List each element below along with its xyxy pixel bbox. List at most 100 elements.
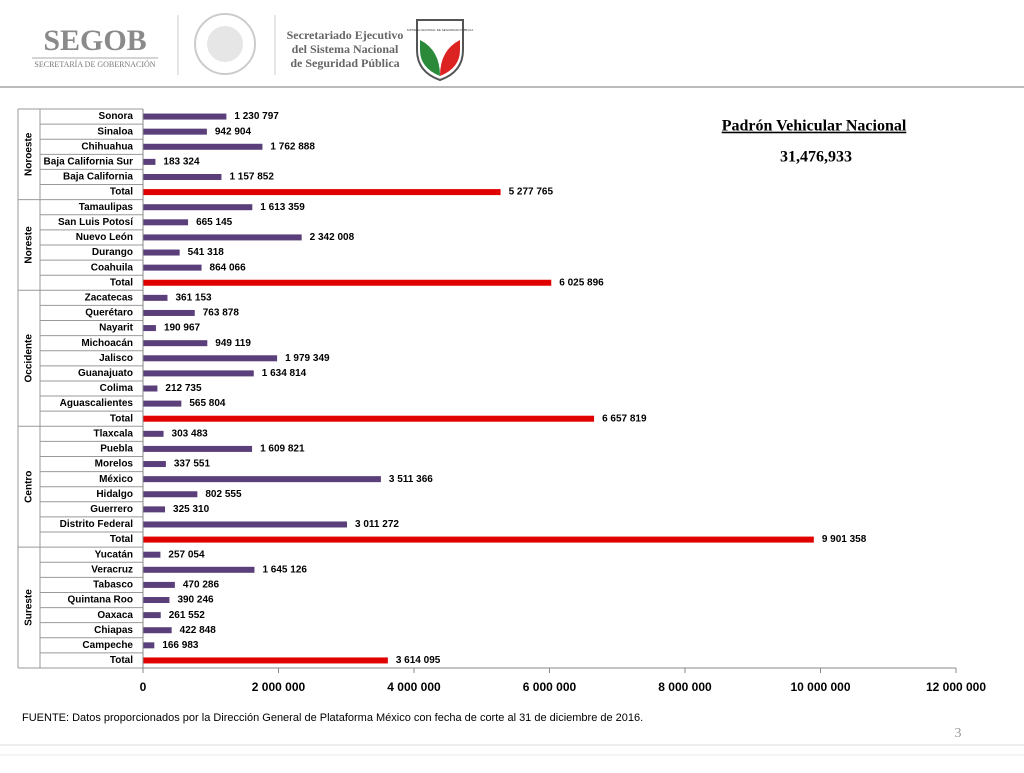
bar <box>143 204 253 211</box>
bar <box>143 400 182 407</box>
category-label: Hidalgo <box>96 489 133 500</box>
value-label: 1 609 821 <box>260 444 305 455</box>
bar <box>143 173 222 180</box>
header-bg <box>0 0 1024 86</box>
bar <box>143 476 381 483</box>
group-label: Occidente <box>24 334 35 383</box>
value-label: 6 025 896 <box>559 277 604 288</box>
value-label: 763 878 <box>203 308 240 319</box>
category-label: Total <box>110 187 133 198</box>
category-label: Yucatán <box>95 549 133 560</box>
value-label: 1 157 852 <box>229 172 274 183</box>
value-label: 949 119 <box>215 338 251 349</box>
category-label: Campeche <box>82 640 133 651</box>
bar <box>143 657 388 664</box>
category-label: Oaxaca <box>97 610 133 621</box>
category-label: Baja California Sur <box>44 157 134 168</box>
page-number: 3 <box>955 726 962 741</box>
value-label: 1 645 126 <box>262 564 307 575</box>
emblem-core <box>207 26 243 62</box>
bar <box>143 355 278 362</box>
value-label: 166 983 <box>162 640 199 651</box>
category-label: Total <box>110 413 133 424</box>
value-label: 2 342 008 <box>310 232 355 243</box>
badge-text: SISTEMA NACIONAL DE SEGURIDAD PÚBLICA <box>407 27 473 32</box>
value-label: 6 657 819 <box>602 413 647 424</box>
x-tick-label: 2 000 000 <box>252 680 306 694</box>
bar <box>143 430 164 437</box>
bar <box>143 461 166 468</box>
bar <box>143 128 207 135</box>
bar <box>143 309 195 316</box>
value-label: 1 634 814 <box>262 368 307 379</box>
bar <box>143 597 170 604</box>
value-label: 261 552 <box>169 610 206 621</box>
category-label: Total <box>110 534 133 545</box>
x-tick-label: 0 <box>140 680 147 694</box>
bar <box>143 279 552 286</box>
bar <box>143 340 208 347</box>
value-label: 361 153 <box>175 292 212 303</box>
bar <box>143 612 161 619</box>
value-label: 3 614 095 <box>396 655 441 666</box>
category-label: Nuevo León <box>76 232 133 243</box>
group-label: Noreste <box>24 226 35 264</box>
category-label: Nayarit <box>99 323 134 334</box>
x-tick-label: 12 000 000 <box>926 680 986 694</box>
category-label: Puebla <box>100 444 133 455</box>
value-label: 257 054 <box>168 549 205 560</box>
category-label: Total <box>110 277 133 288</box>
bar <box>143 551 161 558</box>
badge-red <box>440 40 460 76</box>
total-label: 31,476,933 <box>780 149 852 166</box>
logo: SEGOB <box>43 24 146 57</box>
bar <box>143 219 189 226</box>
value-label: 3 011 272 <box>355 519 399 530</box>
value-label: 1 613 359 <box>260 202 305 213</box>
category-label: Querétaro <box>85 308 133 319</box>
value-label: 470 286 <box>183 580 220 591</box>
category-label: Distrito Federal <box>60 519 134 530</box>
bar <box>143 158 156 165</box>
value-label: 3 511 366 <box>389 474 433 485</box>
bar <box>143 627 172 634</box>
category-label: Total <box>110 655 133 666</box>
category-label: San Luis Potosí <box>58 217 134 228</box>
category-label: Chiapas <box>94 625 133 636</box>
value-label: 1 762 888 <box>270 141 315 152</box>
x-tick-label: 4 000 000 <box>387 680 441 694</box>
x-tick-label: 6 000 000 <box>523 680 577 694</box>
bar <box>143 113 227 120</box>
category-label: Colima <box>100 383 134 394</box>
group-label: Sureste <box>24 589 35 626</box>
value-label: 665 145 <box>196 217 233 228</box>
bar <box>143 521 348 528</box>
category-label: Quintana Roo <box>67 595 133 606</box>
org-line: Secretariado Ejecutivo <box>287 28 404 42</box>
category-label: Guerrero <box>90 504 133 515</box>
value-label: 422 848 <box>180 625 217 636</box>
bar <box>143 642 155 649</box>
x-tick-label: 10 000 000 <box>790 680 850 694</box>
bar <box>143 445 253 452</box>
bar <box>143 325 156 332</box>
bar <box>143 566 255 573</box>
value-label: 212 735 <box>165 383 202 394</box>
bar <box>143 143 263 150</box>
value-label: 1 230 797 <box>234 111 279 122</box>
category-label: Veracruz <box>91 564 133 575</box>
category-label: Morelos <box>95 459 134 470</box>
category-label: Tamaulipas <box>79 202 134 213</box>
category-label: Chihuahua <box>81 141 133 152</box>
value-label: 325 310 <box>173 504 210 515</box>
bar <box>143 506 166 513</box>
value-label: 337 551 <box>174 459 211 470</box>
category-label: Jalisco <box>99 353 133 364</box>
org-line: del Sistema Nacional <box>292 42 399 56</box>
category-label: Coahuila <box>91 262 134 273</box>
chart-title: Padrón Vehicular Nacional <box>722 118 907 135</box>
bar <box>143 415 595 422</box>
category-label: Michoacán <box>81 338 133 349</box>
bar <box>143 264 202 271</box>
